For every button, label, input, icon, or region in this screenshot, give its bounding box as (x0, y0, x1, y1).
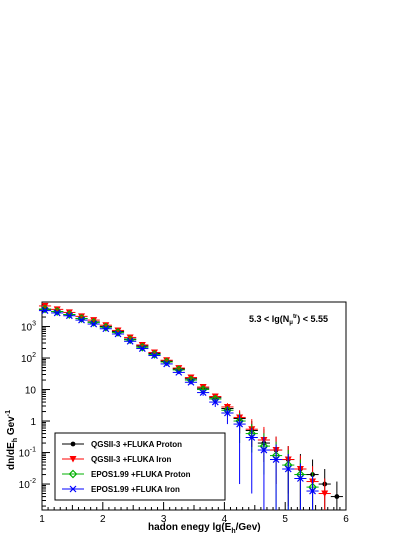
legend-marker (69, 456, 77, 463)
data-point (138, 345, 146, 352)
data-point (334, 494, 340, 499)
data-point (41, 307, 49, 315)
data-point (102, 325, 110, 333)
x-tick-label: 4 (222, 514, 228, 525)
data-point (78, 316, 85, 324)
data-point (211, 398, 219, 406)
legend-label: QGSII-3 +FLUKA Proton (91, 440, 182, 449)
data-point (53, 309, 61, 317)
data-point (151, 352, 158, 359)
x-tick-label: 5 (282, 514, 288, 525)
data-point (126, 337, 134, 345)
x-tick-label: 3 (161, 514, 167, 525)
data-point (284, 465, 292, 473)
legend: QGSII-3 +FLUKA Proton QGSII-3 +FLUKA Iron… (54, 432, 226, 501)
legend-marker (69, 485, 77, 493)
data-point (65, 309, 73, 316)
data-point (78, 313, 86, 320)
data-point (187, 374, 195, 382)
legend-label: QGSII-3 +FLUKA Iron (91, 455, 171, 464)
annotation: 5.3 < lg(Nμtr) < 5.55 (249, 314, 328, 326)
series-layer (38, 302, 343, 510)
data-point (175, 368, 183, 376)
data-point (102, 322, 110, 329)
data-point (114, 330, 122, 338)
data-point (126, 334, 134, 341)
y-tick-label: 10-2 (19, 478, 36, 491)
data-point (53, 306, 61, 313)
data-point (163, 357, 171, 364)
x-tick-label: 2 (100, 514, 106, 525)
data-point (309, 487, 316, 495)
data-point (236, 420, 244, 428)
data-point (224, 409, 231, 417)
legend-label: EPOS1.99 +FLUKA Iron (91, 485, 180, 494)
data-point (90, 320, 98, 328)
y-tick-label: 1 (30, 417, 36, 428)
data-point (272, 456, 280, 463)
data-point (260, 446, 268, 454)
data-point (199, 389, 207, 397)
x-axis-label: hadon enegy lg(Eh/Gev) (148, 522, 261, 535)
legend-label: EPOS1.99 +FLUKA Proton (91, 470, 191, 479)
data-point (138, 341, 146, 349)
data-point (65, 312, 73, 320)
legend-entries: QGSII-3 +FLUKA Proton QGSII-3 +FLUKA Iron… (62, 440, 191, 494)
data-point (187, 378, 195, 386)
data-point (248, 434, 256, 441)
data-point (321, 490, 329, 498)
x-tick-label: 1 (39, 514, 45, 525)
data-point (90, 317, 98, 324)
legend-marker (68, 469, 78, 479)
data-point (163, 360, 171, 368)
y-tick-label: 102 (21, 352, 36, 365)
y-axis-label: dn/dEh Gev-1 (5, 410, 19, 470)
data-point (114, 327, 122, 334)
y-tick-label: 10 (25, 386, 37, 397)
legend-marker (70, 441, 76, 447)
data-point (150, 349, 158, 356)
series-3 (38, 307, 319, 510)
data-point (175, 365, 183, 372)
y-tick-label: 10-1 (19, 447, 36, 460)
x-tick-label: 6 (343, 514, 349, 525)
data-point (296, 475, 304, 482)
y-tick-label: 103 (21, 321, 36, 334)
